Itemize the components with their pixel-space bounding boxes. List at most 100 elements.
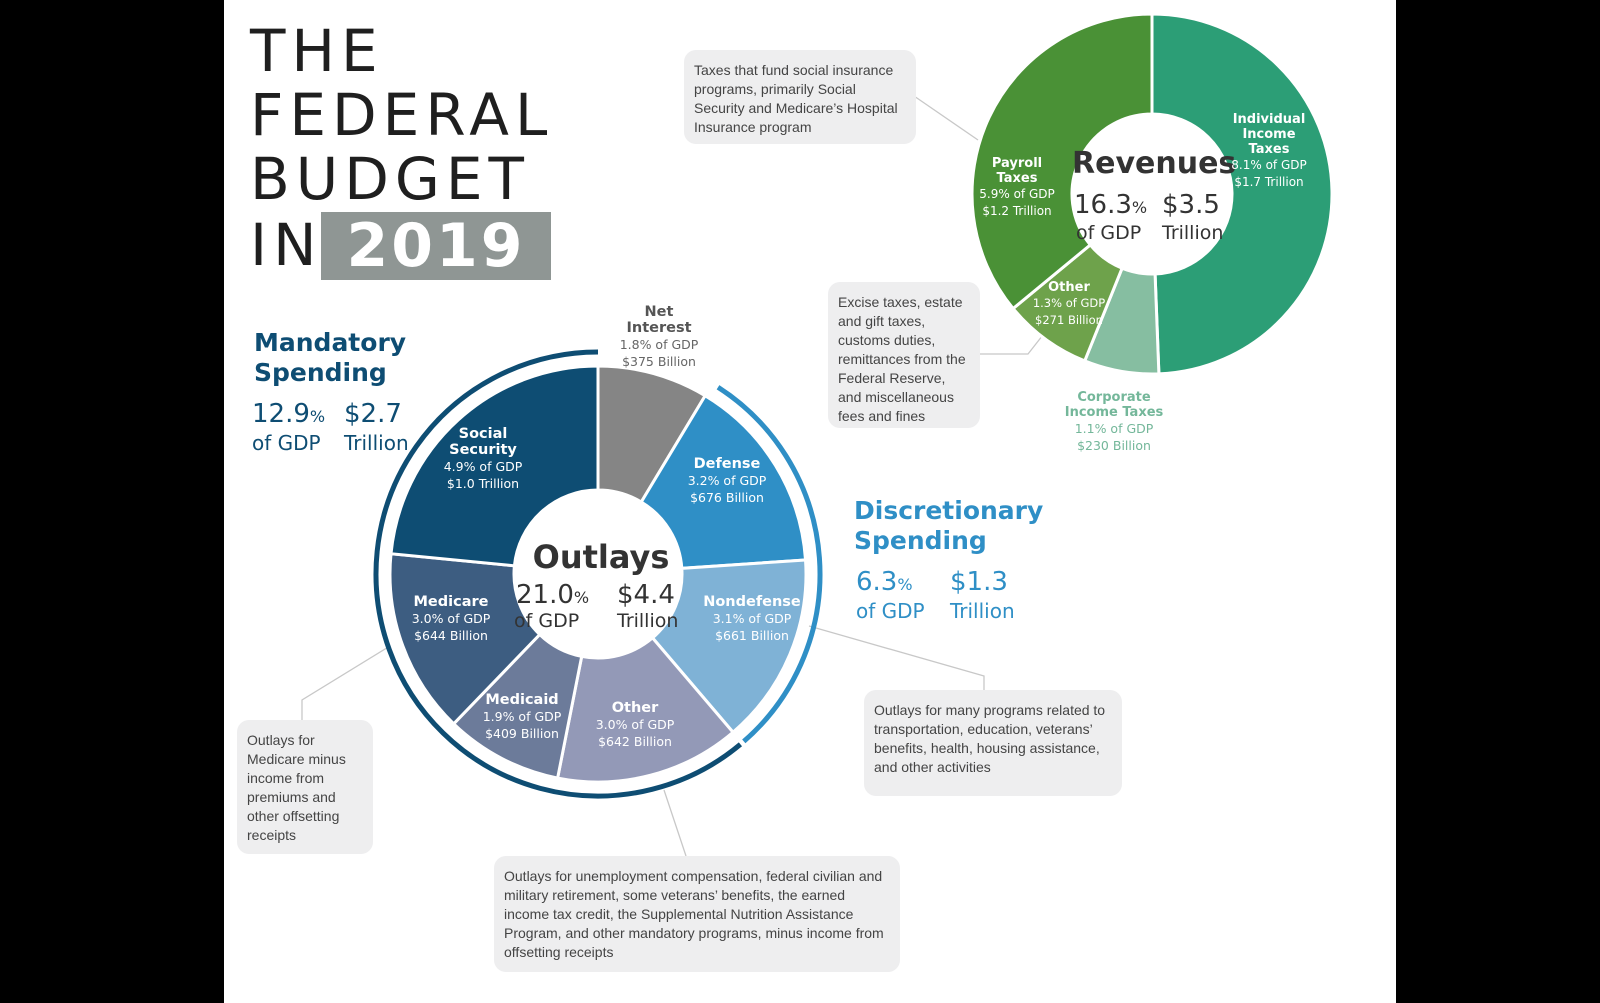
label-name-2: Income [1242, 127, 1296, 142]
mandatory-dollar: $2.7 [344, 399, 402, 429]
title-line-1: THE [250, 17, 384, 85]
mandatory-title-1: Mandatory [254, 328, 407, 357]
outlays-center-unit: Trillion [617, 610, 679, 632]
outlays-center-dollar: $4.4 [617, 580, 675, 610]
note-connectors [301, 95, 1051, 857]
outlays-label-other: Other 3.0% of GDP $642 Billion [580, 700, 690, 750]
label-amount: $1.2 Trillion [982, 204, 1052, 218]
label-gdp: 5.9% of GDP [979, 187, 1055, 201]
label-gdp: 8.1% of GDP [1231, 158, 1307, 172]
mandatory-unit: Trillion [344, 431, 409, 455]
label-gdp: 1.9% of GDP [482, 709, 562, 724]
mandatory-pct: 12.9% [252, 400, 325, 431]
label-name-2: Security [449, 442, 517, 458]
connector-nondefense [808, 625, 985, 690]
label-amount: $661 Billion [715, 628, 789, 643]
label-amount: $1.7 Trillion [1234, 175, 1304, 189]
outlays-donut [373, 349, 823, 799]
revenues-center-pct: 16.3% [1074, 190, 1147, 220]
label-name: Medicare [413, 594, 489, 610]
revenues-label-other: Other 1.3% of GDP $271 Billion [1024, 280, 1114, 329]
revenues-center-dollar: $3.5 [1162, 190, 1220, 220]
label-gdp: 3.0% of GDP [411, 611, 491, 626]
revenues-pct-unit: % [1131, 198, 1148, 217]
revenues-pct-value: 16.3 [1074, 190, 1132, 220]
label-gdp: 3.2% of GDP [687, 473, 767, 488]
outlays-slice-nondefense [650, 558, 808, 735]
outlays-center-of-gdp: of GDP [514, 610, 580, 632]
label-gdp: 1.8% of GDP [619, 337, 699, 352]
label-name-3: Taxes [1248, 142, 1290, 157]
discretionary-unit: Trillion [950, 599, 1015, 623]
discretionary-title-2: Spending [854, 526, 987, 555]
label-name: Medicaid [485, 692, 559, 708]
outlays-center-title: Outlays [532, 538, 670, 576]
revenues-label-individual: Individual Income Taxes 8.1% of GDP $1.7… [1222, 112, 1316, 191]
discretionary-pct-value: 6.3 [856, 567, 898, 597]
revenues-slice-individual-income-taxes [1150, 12, 1334, 376]
outlays-slice-social-security [389, 364, 600, 568]
label-name: Other [1048, 280, 1090, 295]
mandatory-pct-unit: % [309, 407, 326, 426]
note-other-revenue: Excise taxes, estate and gift taxes, cus… [828, 282, 980, 428]
title-year: 2019 [321, 212, 551, 280]
title-line-2: FEDERAL [250, 81, 554, 149]
outlays-label-medicaid: Medicaid 1.9% of GDP $409 Billion [470, 692, 574, 742]
revenues-donut [970, 12, 1334, 376]
label-name: Corporate [1077, 390, 1151, 405]
mandatory-title-2: Spending [254, 358, 387, 387]
revenues-slice-payroll-taxes [970, 12, 1154, 311]
mandatory-pct-value: 12.9 [252, 399, 310, 429]
label-gdp: 3.1% of GDP [712, 611, 792, 626]
outlays-center-pct: 21.0% [516, 580, 589, 610]
label-gdp: 4.9% of GDP [443, 459, 523, 474]
label-gdp: 1.1% of GDP [1074, 421, 1154, 436]
mandatory-arc [373, 349, 743, 799]
note-payroll-taxes: Taxes that fund social insurance program… [684, 50, 916, 144]
label-amount: $642 Billion [598, 734, 672, 749]
revenues-label-corporate: Corporate Income Taxes 1.1% of GDP $230 … [1054, 390, 1174, 454]
note-medicare: Outlays for Medicare minus income from p… [237, 720, 373, 854]
connector-other-outlays [663, 789, 687, 857]
label-name: Other [611, 700, 659, 716]
mandatory-of-gdp: of GDP [252, 431, 321, 455]
discretionary-dollar: $1.3 [950, 567, 1008, 597]
note-nondefense: Outlays for many programs related to tra… [864, 690, 1122, 796]
label-amount: $676 Billion [690, 490, 764, 505]
label-amount: $230 Billion [1077, 438, 1151, 453]
discretionary-of-gdp: of GDP [856, 599, 925, 623]
label-name: Individual [1232, 112, 1306, 127]
revenues-center-title: Revenues [1072, 146, 1237, 181]
label-name-2: Taxes [996, 171, 1038, 186]
outlays-pct-value: 21.0 [516, 580, 574, 610]
discretionary-title-1: Discretionary [854, 496, 1044, 525]
label-amount: $409 Billion [485, 726, 559, 741]
connector-payroll [913, 95, 979, 141]
label-amount: $1.0 Trillion [446, 476, 520, 491]
label-name: Net [644, 304, 674, 320]
outlays-label-net-interest: Net Interest 1.8% of GDP $375 Billion [604, 304, 714, 370]
label-amount: $271 Billion [1035, 313, 1103, 327]
label-gdp: 1.3% of GDP [1032, 296, 1106, 310]
label-amount: $375 Billion [622, 354, 696, 369]
revenues-center-of-gdp: of GDP [1076, 222, 1142, 244]
outlays-label-nondefense: Nondefense 3.1% of GDP $661 Billion [696, 594, 808, 644]
title-line-3: BUDGET [250, 145, 530, 213]
outlays-slice-defense [639, 393, 808, 570]
label-name: Payroll [991, 156, 1043, 171]
outlays-slice-medicare [388, 552, 542, 726]
chart-svg [301, 12, 1334, 857]
label-name: Social [458, 426, 508, 442]
outlays-label-medicare: Medicare 3.0% of GDP $644 Billion [398, 594, 504, 644]
label-name: Nondefense [703, 594, 801, 610]
outlays-pct-unit: % [573, 588, 590, 607]
discretionary-pct-unit: % [897, 575, 913, 594]
discretionary-pct: 6.3% [856, 568, 913, 599]
outlays-label-social-security: Social Security 4.9% of GDP $1.0 Trillio… [428, 426, 538, 492]
infographic-canvas: THE FEDERAL BUDGET IN 2019 Mandatory Spe… [224, 0, 1396, 1003]
label-amount: $644 Billion [414, 628, 488, 643]
label-gdp: 3.0% of GDP [595, 717, 675, 732]
label-name: Defense [693, 456, 761, 472]
note-other-outlays: Outlays for unemployment compensation, f… [494, 856, 900, 972]
outlays-slice-other [555, 635, 736, 784]
